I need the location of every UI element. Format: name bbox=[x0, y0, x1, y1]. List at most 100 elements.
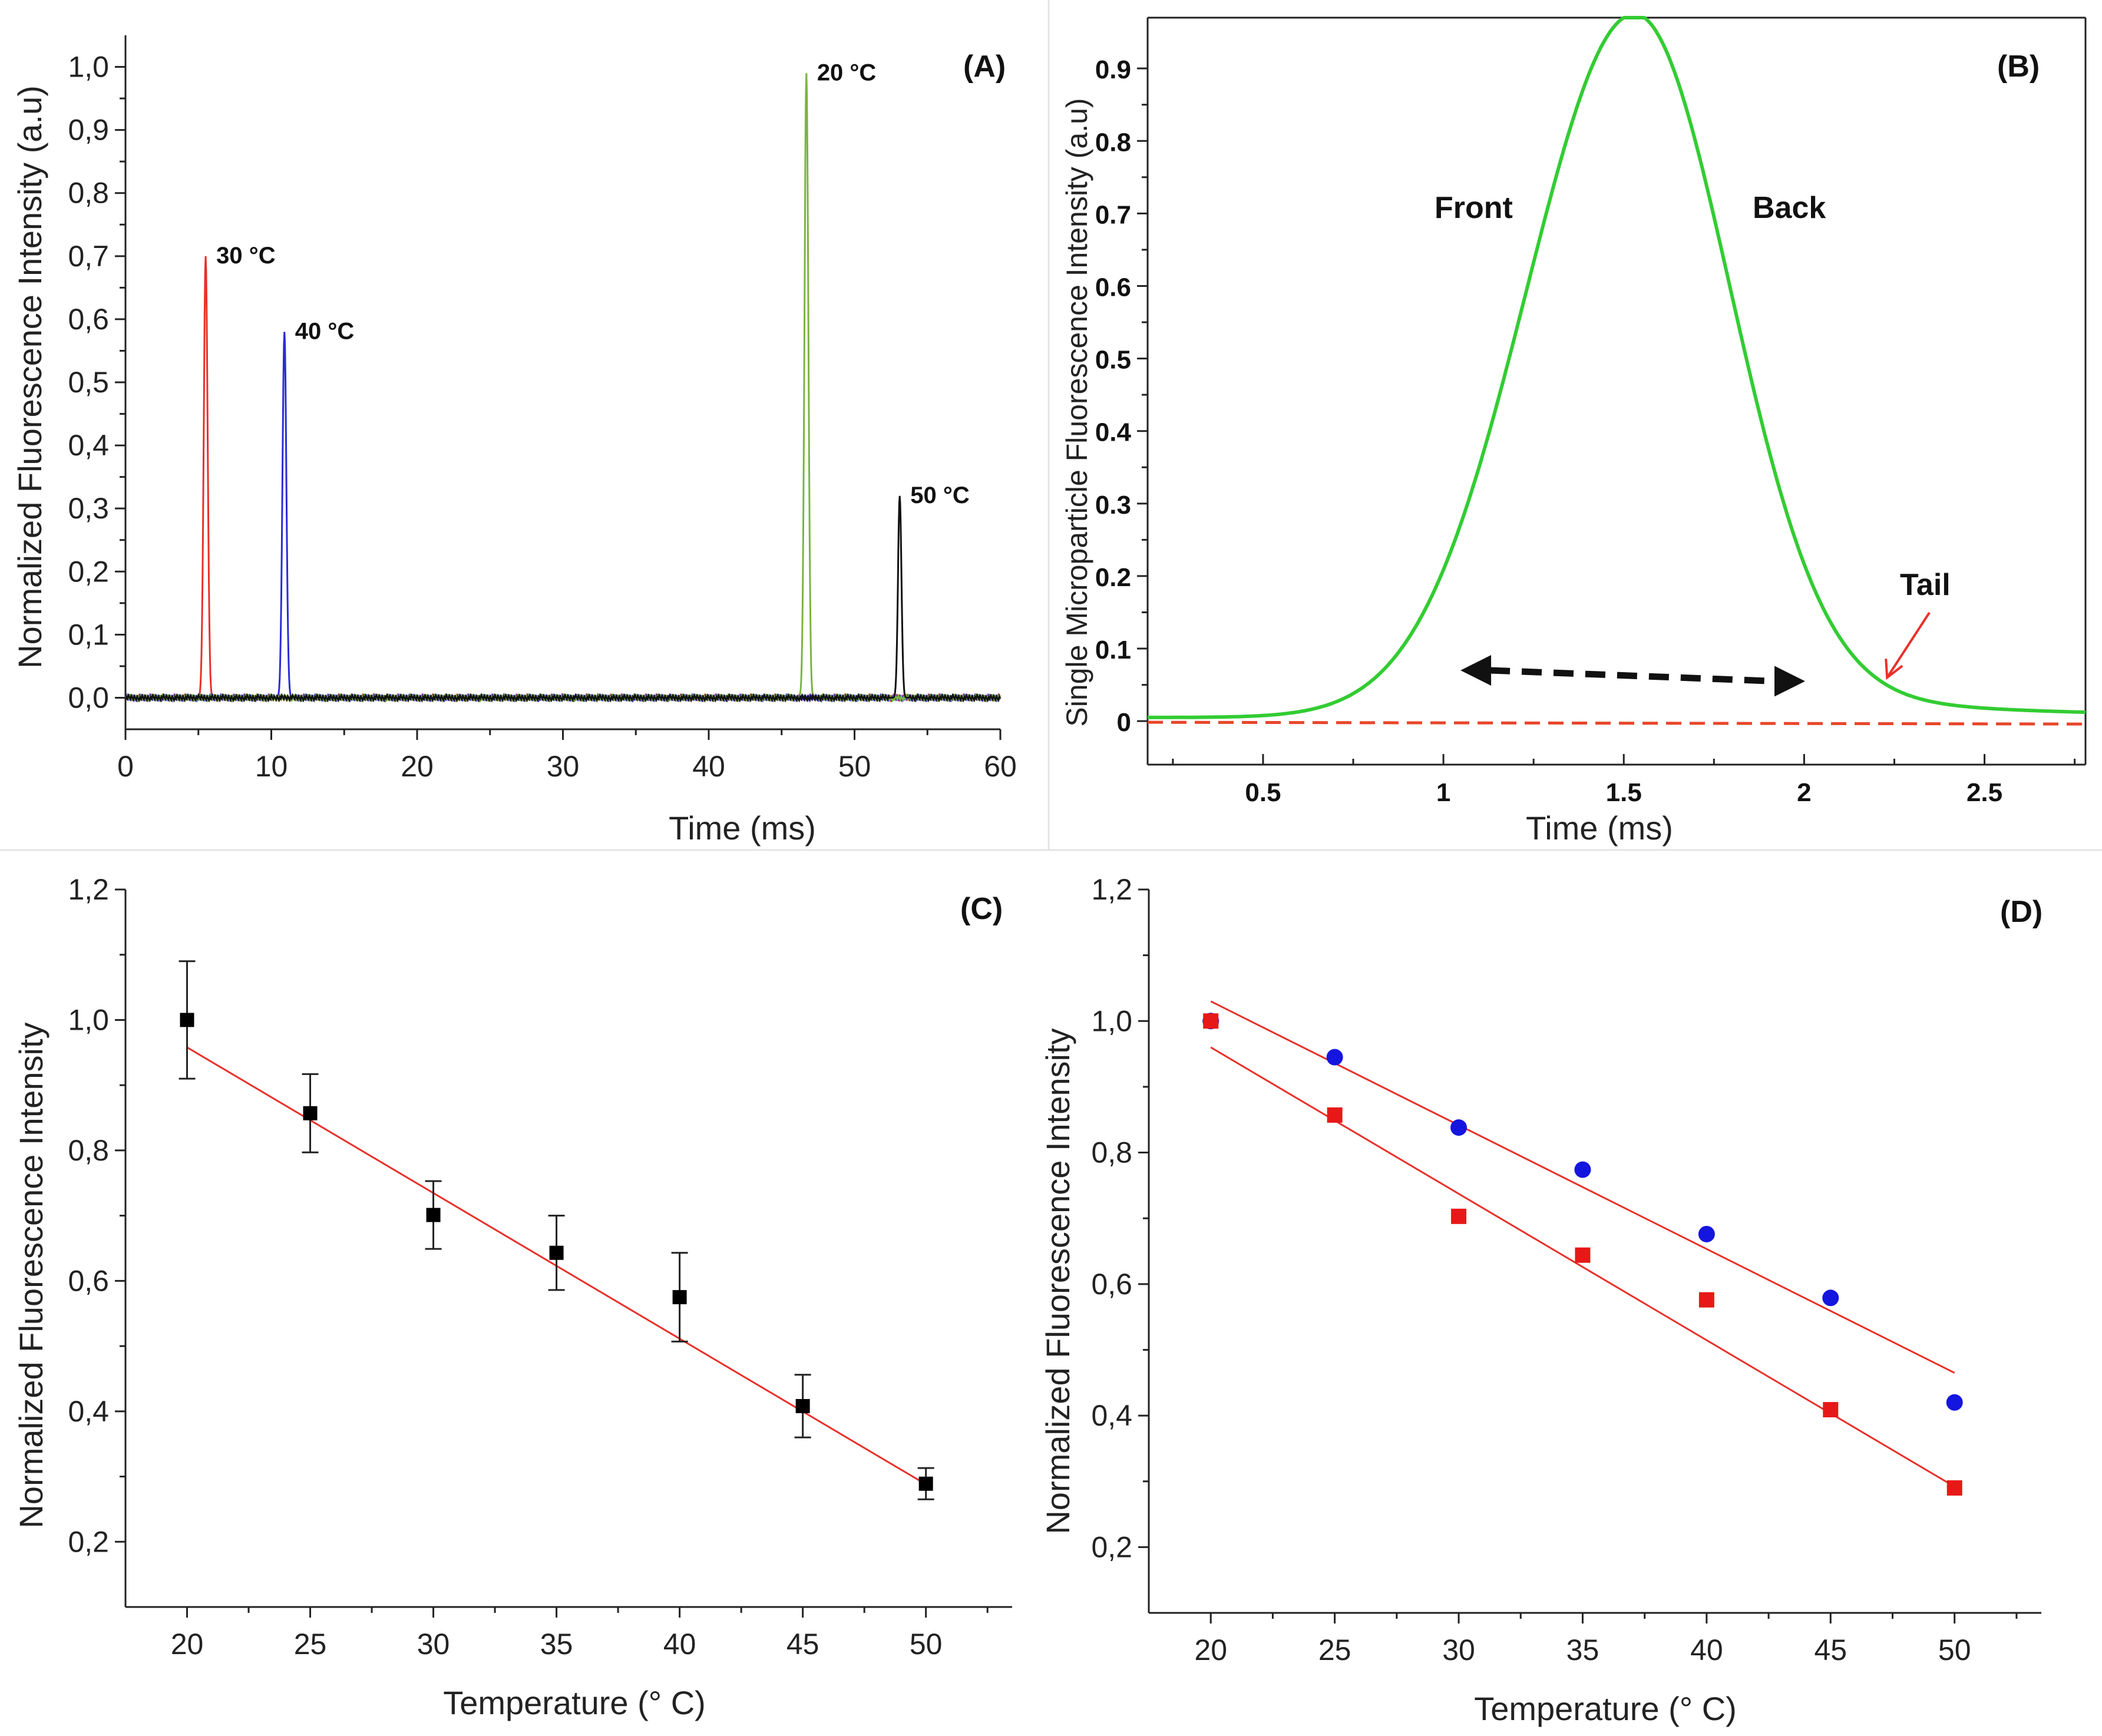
tail-arrow-shaft bbox=[1886, 611, 1931, 679]
panel-b-label: (B) bbox=[1997, 49, 2040, 84]
series-label: 20 °C bbox=[817, 59, 877, 85]
x-tick-label: 1 bbox=[1436, 778, 1450, 807]
y-tick-label: 0,6 bbox=[68, 1264, 109, 1297]
data-point bbox=[549, 1245, 564, 1260]
panel-b-x-axis-label: Time (ms) bbox=[1526, 809, 1673, 846]
y-tick-label: 0.6 bbox=[1095, 273, 1131, 302]
tail-arrow-head bbox=[1885, 659, 1903, 680]
panel-d-scatter-chart: 20 25 30 35 40 45 50 0,2 0,4 0,6 0,8 1,0 1,2 (D) Tem… bbox=[1039, 873, 2042, 1727]
x-tick-label: 40 bbox=[1690, 1634, 1723, 1666]
x-tick-label: 45 bbox=[1814, 1634, 1847, 1666]
x-tick-label: 2 bbox=[1797, 778, 1811, 807]
y-tick-label: 0.8 bbox=[1095, 128, 1131, 157]
y-tick-label: 0,2 bbox=[1091, 1530, 1132, 1563]
series-line-50c bbox=[124, 495, 1002, 703]
data-point-square bbox=[1203, 1013, 1219, 1029]
data-point bbox=[918, 1476, 933, 1491]
x-tick-label: 0.5 bbox=[1245, 778, 1281, 807]
x-tick-label: 35 bbox=[540, 1628, 573, 1661]
y-tick-label: 1,2 bbox=[1091, 873, 1132, 906]
x-tick-label: 30 bbox=[547, 750, 580, 783]
series-label: 50 °C bbox=[910, 482, 970, 508]
annotation-back: Back bbox=[1753, 191, 1826, 225]
data-point-square bbox=[1575, 1247, 1591, 1263]
y-tick-label: 0,5 bbox=[68, 366, 109, 399]
reference-dashed-line bbox=[1147, 720, 2086, 726]
y-tick-label: 0,2 bbox=[68, 1525, 109, 1558]
y-tick-label: 0,2 bbox=[68, 555, 109, 588]
panel-c-label: (C) bbox=[960, 892, 1003, 926]
x-tick-label: 25 bbox=[1318, 1634, 1351, 1666]
panel-c-scatter-chart: 20 25 30 35 40 45 50 0,2 0,4 0,6 0,8 1,0 1,2 (C) Tem… bbox=[12, 873, 1012, 1721]
y-tick-label: 0,7 bbox=[68, 240, 109, 273]
data-point-square bbox=[1698, 1292, 1714, 1308]
x-tick-label: 30 bbox=[417, 1628, 450, 1661]
data-point-circle bbox=[1574, 1161, 1591, 1178]
data-point-circle bbox=[1946, 1394, 1963, 1411]
data-point-square bbox=[1327, 1107, 1343, 1123]
panel-a-x-axis-label: Time (ms) bbox=[669, 809, 816, 846]
data-point bbox=[303, 1106, 318, 1120]
data-point bbox=[180, 1013, 194, 1027]
data-point-circle bbox=[1698, 1225, 1715, 1242]
y-tick-label: 0,4 bbox=[1091, 1399, 1132, 1432]
y-tick-label: 0.4 bbox=[1095, 418, 1132, 447]
y-tick-label: 0,6 bbox=[1091, 1268, 1132, 1301]
y-tick-label: 0.5 bbox=[1095, 346, 1131, 375]
annotation-tail: Tail bbox=[1900, 568, 1951, 602]
x-tick-label: 20 bbox=[1194, 1634, 1227, 1666]
y-tick-label: 0.9 bbox=[1095, 55, 1131, 84]
panel-a-line-chart: 0 10 20 30 40 50 60 0,0 0,1 0,2 0,3 0,4 0,5 0,6 0,7 0,8… bbox=[11, 35, 1017, 846]
y-tick-label: 0.7 bbox=[1095, 200, 1131, 229]
data-point-square bbox=[1946, 1480, 1962, 1496]
x-tick-label: 30 bbox=[1442, 1634, 1475, 1666]
y-tick-label: 0.2 bbox=[1095, 563, 1131, 592]
series-label: 40 °C bbox=[295, 318, 355, 344]
y-tick-label: 0 bbox=[1117, 708, 1131, 737]
x-tick-label: 25 bbox=[294, 1628, 327, 1661]
annotation-front: Front bbox=[1435, 191, 1513, 225]
y-tick-label: 1,0 bbox=[68, 1003, 109, 1036]
x-tick-label: 50 bbox=[1938, 1634, 1971, 1666]
y-tick-label: 0,3 bbox=[68, 492, 109, 525]
y-tick-label: 0,8 bbox=[68, 1134, 109, 1167]
panel-a-label: (A) bbox=[963, 49, 1006, 84]
y-tick-label: 1,2 bbox=[68, 873, 109, 906]
front-back-arrow-shaft bbox=[1489, 667, 1776, 685]
panel-a-y-axis-label: Normalized Fluorescence Intensity (a.u) bbox=[11, 85, 48, 669]
y-tick-label: 0.3 bbox=[1095, 491, 1131, 520]
x-tick-label: 35 bbox=[1566, 1634, 1599, 1666]
x-tick-label: 20 bbox=[171, 1628, 204, 1661]
y-tick-label: 0,1 bbox=[68, 618, 109, 651]
x-tick-label: 40 bbox=[692, 750, 725, 783]
peak-curve bbox=[1148, 16, 2086, 719]
data-point bbox=[426, 1208, 441, 1222]
x-tick-label: 20 bbox=[401, 750, 434, 783]
data-point-square bbox=[1823, 1402, 1839, 1418]
data-point-circle bbox=[1450, 1119, 1468, 1136]
panel-d-y-axis-label: Normalized Fluorescence Intensity bbox=[1039, 1028, 1076, 1534]
y-tick-label: 0,0 bbox=[68, 681, 109, 714]
panel-c-y-axis-label: Normalized Fluorescence Intensity bbox=[12, 1022, 49, 1528]
y-tick-label: 0,6 bbox=[68, 303, 109, 336]
data-point-circle bbox=[1326, 1049, 1343, 1066]
x-tick-label: 10 bbox=[255, 750, 288, 783]
data-point bbox=[795, 1398, 810, 1413]
arrow-head-right bbox=[1774, 666, 1806, 697]
y-tick-label: 0,8 bbox=[1091, 1136, 1132, 1169]
x-tick-label: 45 bbox=[786, 1628, 819, 1661]
arrow-head-left bbox=[1460, 654, 1492, 686]
y-tick-label: 1,0 bbox=[1091, 1004, 1132, 1037]
data-point-square bbox=[1451, 1208, 1467, 1224]
panel-b-peak-chart: 0.5 1 1.5 2 2.500.10.20.30.40.50.60.70.80.9 … bbox=[1060, 16, 2087, 846]
panel-d-x-axis-label: Temperature (° C) bbox=[1474, 1690, 1737, 1727]
y-tick-label: 0,8 bbox=[68, 177, 109, 210]
panel-d-label: (D) bbox=[2000, 895, 2042, 929]
data-point-circle bbox=[1822, 1289, 1839, 1307]
x-tick-label: 60 bbox=[984, 750, 1017, 783]
data-point bbox=[672, 1290, 687, 1305]
x-tick-label: 2.5 bbox=[1967, 778, 2002, 807]
x-tick-label: 1.5 bbox=[1606, 778, 1642, 807]
